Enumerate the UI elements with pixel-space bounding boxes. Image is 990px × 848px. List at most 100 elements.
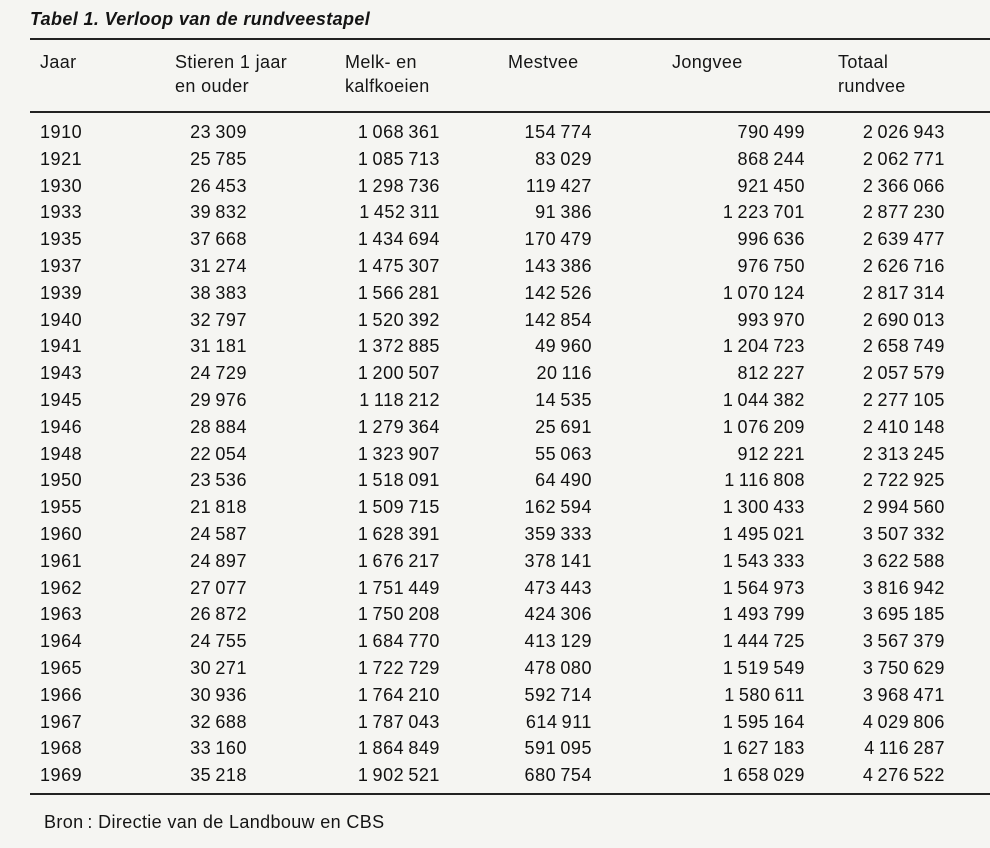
value-cell: 1 076 209	[722, 416, 805, 437]
value-cell: 1 495 021	[722, 523, 805, 544]
value-cell: 2 313 245	[862, 443, 945, 464]
year-cell: 1966	[40, 684, 83, 705]
year-cell: 1964	[40, 631, 83, 652]
value-cell: 3 567 379	[862, 631, 945, 652]
value-cell: 790 499	[737, 122, 805, 142]
value-cell: 1 580 611	[724, 684, 805, 705]
cattle-population-table: Jaar Stieren 1 jaar en ouder Melk- en kalfko…	[30, 38, 990, 795]
year-cell: 1961	[40, 550, 83, 571]
year-cell: 1939	[40, 282, 83, 303]
value-cell: 142 526	[524, 282, 592, 303]
value-cell: 2 366 066	[862, 175, 945, 196]
table-row: 1946 28 884 1 279 364 25 691 1 076 209 2 410 …	[30, 414, 990, 441]
value-cell: 24 729	[190, 363, 247, 384]
year-cell: 1946	[40, 416, 83, 437]
value-cell: 1 116 808	[724, 470, 805, 491]
value-cell: 39 832	[190, 202, 247, 223]
value-cell: 2 026 943	[862, 122, 945, 142]
value-cell: 2 639 477	[862, 229, 945, 250]
value-cell: 1 518 091	[357, 470, 440, 491]
value-cell: 1 434 694	[357, 229, 440, 250]
value-cell: 1 628 391	[357, 523, 440, 544]
value-cell: 162 594	[524, 497, 592, 518]
value-cell: 20 116	[536, 363, 592, 384]
value-cell: 32 688	[190, 711, 247, 732]
value-cell: 2 994 560	[862, 497, 945, 518]
value-cell: 1 684 770	[357, 631, 440, 652]
value-cell: 27 077	[190, 577, 247, 598]
table-header-row: Jaar Stieren 1 jaar en ouder Melk- en kalfko…	[30, 39, 990, 112]
table-body: 1910 23 309 1 068 361 154 774 790 499 2 026 9…	[30, 112, 990, 794]
value-cell: 921 450	[737, 175, 805, 196]
value-cell: 1 595 164	[722, 711, 805, 732]
value-cell: 2 817 314	[862, 282, 945, 303]
value-cell: 14 535	[535, 389, 592, 410]
value-cell: 2 877 230	[862, 202, 945, 223]
value-cell: 1 566 281	[357, 282, 440, 303]
value-cell: 592 714	[524, 684, 592, 705]
value-cell: 912 221	[737, 443, 805, 464]
year-cell: 1921	[40, 148, 83, 169]
value-cell: 38 383	[190, 282, 247, 303]
year-cell: 1935	[40, 229, 83, 250]
value-cell: 35 218	[190, 765, 247, 786]
value-cell: 1 085 713	[357, 148, 440, 169]
year-cell: 1968	[40, 738, 83, 759]
value-cell: 1 475 307	[357, 255, 440, 276]
value-cell: 3 750 629	[862, 657, 945, 678]
value-cell: 3 968 471	[862, 684, 945, 705]
value-cell: 1 223 701	[722, 202, 805, 223]
value-cell: 1 764 210	[357, 684, 440, 705]
column-header-1: Stieren 1 jaar en ouder	[175, 52, 288, 96]
year-cell: 1937	[40, 255, 83, 276]
table-row: 1935 37 668 1 434 694 170 479 996 636 2 639 4…	[30, 226, 990, 253]
year-cell: 1960	[40, 523, 83, 544]
table-row: 1963 26 872 1 750 208 424 306 1 493 799 3 695…	[30, 601, 990, 628]
value-cell: 1 787 043	[357, 711, 440, 732]
value-cell: 30 936	[190, 684, 247, 705]
column-header-2: Melk- en kalfkoeien	[345, 52, 430, 96]
year-cell: 1910	[40, 122, 83, 142]
value-cell: 1 519 549	[722, 657, 805, 678]
table-row: 1969 35 218 1 902 521 680 754 1 658 029 4 276…	[30, 762, 990, 794]
value-cell: 1 068 361	[357, 122, 440, 142]
column-header-4: Jongvee	[672, 52, 743, 72]
value-cell: 3 622 588	[862, 550, 945, 571]
table-row: 1945 29 976 1 118 212 14 535 1 044 382 2 277 …	[30, 387, 990, 414]
value-cell: 83 029	[535, 148, 592, 169]
value-cell: 680 754	[524, 765, 592, 786]
year-cell: 1933	[40, 202, 83, 223]
table-row: 1964 24 755 1 684 770 413 129 1 444 725 3 567…	[30, 628, 990, 655]
value-cell: 1 200 507	[357, 363, 440, 384]
value-cell: 359 333	[524, 523, 592, 544]
value-cell: 25 785	[190, 148, 247, 169]
table-row: 1955 21 818 1 509 715 162 594 1 300 433 2 994…	[30, 494, 990, 521]
value-cell: 1 279 364	[357, 416, 440, 437]
value-cell: 31 181	[190, 336, 247, 357]
table-row: 1948 22 054 1 323 907 55 063 912 221 2 313 24…	[30, 441, 990, 468]
value-cell: 1 493 799	[722, 604, 805, 625]
value-cell: 478 080	[524, 657, 592, 678]
year-cell: 1940	[40, 309, 83, 330]
value-cell: 1 864 849	[357, 738, 440, 759]
value-cell: 24 587	[190, 523, 247, 544]
value-cell: 1 658 029	[722, 765, 805, 786]
table-row: 1962 27 077 1 751 449 473 443 1 564 973 3 816…	[30, 575, 990, 602]
value-cell: 1 118 212	[359, 389, 440, 410]
value-cell: 26 453	[190, 175, 247, 196]
value-cell: 2 690 013	[862, 309, 945, 330]
value-cell: 24 897	[190, 550, 247, 571]
value-cell: 1 902 521	[357, 765, 440, 786]
year-cell: 1945	[40, 389, 83, 410]
year-cell: 1930	[40, 175, 83, 196]
value-cell: 3 507 332	[862, 523, 945, 544]
table-row: 1950 23 536 1 518 091 64 490 1 116 808 2 722 …	[30, 467, 990, 494]
value-cell: 26 872	[190, 604, 247, 625]
value-cell: 993 970	[737, 309, 805, 330]
value-cell: 378 141	[524, 550, 592, 571]
value-cell: 29 976	[190, 389, 247, 410]
header-row: Jaar Stieren 1 jaar en ouder Melk- en kalfko…	[30, 39, 990, 112]
value-cell: 591 095	[524, 738, 592, 759]
value-cell: 30 271	[190, 657, 247, 678]
value-cell: 1 298 736	[357, 175, 440, 196]
